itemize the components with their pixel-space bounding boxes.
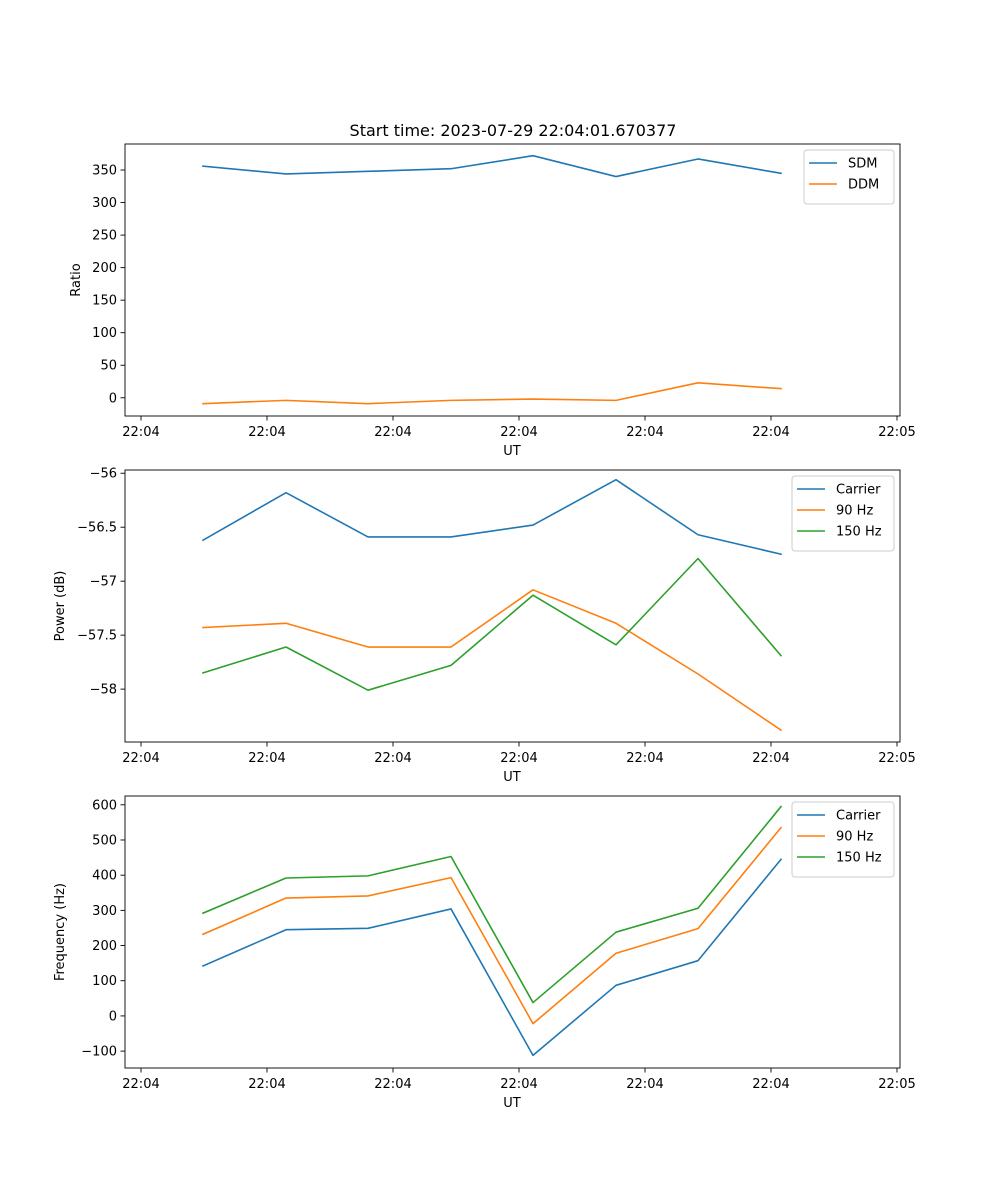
figure-title: Start time: 2023-07-29 22:04:01.670377 (350, 121, 677, 140)
series-line-150-hz (201, 805, 783, 1004)
x-tick-label: 22:04 (248, 751, 285, 766)
y-tick-label: 200 (92, 939, 117, 954)
y-tick-label: −56.5 (77, 521, 117, 536)
subplot-3: 22:04 22:04 22:04 22:04 22:04 22:04 22:05 −100 0… (53, 795, 916, 1111)
x-tick-label: 22:04 (248, 425, 285, 440)
axes-frame (124, 469, 901, 743)
series-line-sdm (202, 154, 782, 178)
x-tick-label: 22:04 (374, 1077, 411, 1092)
legend-box (791, 801, 895, 878)
legend: Carrier 90 Hz 150 Hz (791, 475, 895, 552)
y-tick-label: 300 (92, 196, 117, 211)
x-tick-label: 22:04 (626, 1077, 663, 1092)
legend-label: 90 Hz (836, 830, 873, 845)
series-line-90-hz (202, 589, 783, 732)
x-axis-label: UT (503, 444, 521, 459)
legend-label: 150 Hz (836, 525, 882, 540)
x-tick-label: 22:04 (752, 425, 789, 440)
x-axis-label: UT (503, 770, 521, 785)
x-tick-label: 22:04 (500, 751, 537, 766)
x-tick-label: 22:05 (878, 425, 915, 440)
x-tick-label: 22:04 (248, 1077, 285, 1092)
subplot-2: 22:04 22:04 22:04 22:04 22:04 22:04 22:05 −58 −5… (53, 467, 916, 785)
y-tick-label: 200 (92, 261, 117, 276)
y-tick-label: 0 (109, 391, 117, 406)
x-tick-label: 22:05 (878, 1077, 915, 1092)
x-tick-label: 22:04 (500, 425, 537, 440)
legend-label: DDM (848, 178, 879, 193)
x-tick-label: 22:04 (752, 751, 789, 766)
y-tick-label: 600 (92, 798, 117, 813)
legend-label: SDM (848, 157, 877, 172)
x-axis-label: UT (503, 1096, 521, 1111)
y-tick-label: 250 (92, 229, 117, 244)
series-line-150-hz (201, 557, 783, 691)
y-axis-label: Ratio (69, 263, 84, 296)
legend-box (791, 475, 895, 552)
x-tick-label: 22:04 (626, 425, 663, 440)
x-tick-label: 22:05 (878, 751, 915, 766)
x-tick-label: 22:04 (374, 751, 411, 766)
axes-frame (124, 143, 901, 417)
series-line-carrier (201, 478, 782, 556)
subplots: 22:04 22:04 22:04 22:04 22:04 22:04 22:05 0 50 10… (53, 143, 916, 1111)
y-tick-label: 300 (92, 904, 117, 919)
legend-label: Carrier (836, 809, 881, 824)
y-tick-label: −58 (90, 683, 117, 698)
legend-label: 150 Hz (836, 851, 882, 866)
y-tick-label: 400 (92, 869, 117, 884)
axes-frame (124, 795, 901, 1069)
x-tick-label: 22:04 (374, 425, 411, 440)
y-tick-label: −100 (81, 1045, 117, 1060)
series-line-ddm (202, 382, 782, 405)
legend-label: Carrier (836, 483, 881, 498)
y-tick-label: 100 (92, 974, 117, 989)
x-tick-label: 22:04 (122, 751, 159, 766)
legend: SDM DDM (803, 149, 895, 205)
y-tick-label: −56 (90, 467, 117, 482)
y-tick-label: 500 (92, 833, 117, 848)
y-tick-label: 50 (100, 359, 117, 374)
x-tick-label: 22:04 (626, 751, 663, 766)
y-axis-label: Power (dB) (53, 571, 68, 642)
x-tick-label: 22:04 (500, 1077, 537, 1092)
legend-label: 90 Hz (836, 504, 873, 519)
y-tick-label: −57.5 (77, 629, 117, 644)
y-axis-label: Frequency (Hz) (53, 883, 68, 981)
y-tick-label: 150 (92, 294, 117, 309)
series-line-90-hz (201, 826, 783, 1025)
y-tick-label: −57 (90, 575, 117, 590)
x-tick-label: 22:04 (752, 1077, 789, 1092)
y-tick-label: 350 (92, 164, 117, 179)
x-tick-label: 22:04 (122, 1077, 159, 1092)
y-tick-label: 100 (92, 326, 117, 341)
series-line-carrier (201, 858, 783, 1057)
y-tick-label: 0 (109, 1009, 117, 1024)
x-tick-label: 22:04 (122, 425, 159, 440)
subplot-1: 22:04 22:04 22:04 22:04 22:04 22:04 22:05 0 50 10… (69, 143, 916, 459)
legend: Carrier 90 Hz 150 Hz (791, 801, 895, 878)
